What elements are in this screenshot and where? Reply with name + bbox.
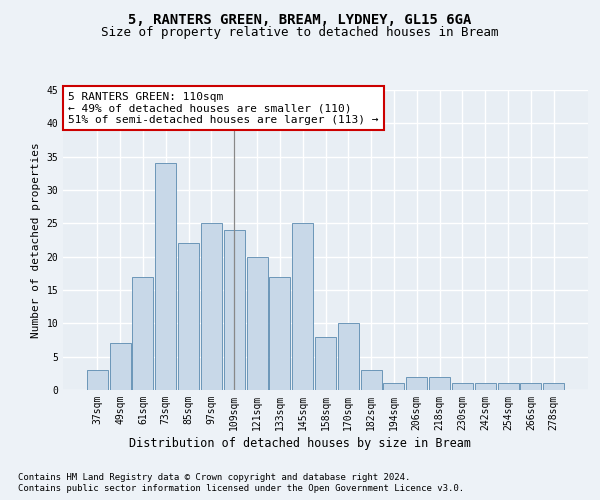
Bar [383, 384, 404, 390]
Text: Contains public sector information licensed under the Open Government Licence v3: Contains public sector information licen… [18, 484, 464, 493]
Text: Distribution of detached houses by size in Bream: Distribution of detached houses by size … [129, 438, 471, 450]
Bar [520, 384, 541, 390]
Text: Size of property relative to detached houses in Bream: Size of property relative to detached ho… [101, 26, 499, 39]
Bar [543, 384, 564, 390]
Text: 5 RANTERS GREEN: 110sqm
← 49% of detached houses are smaller (110)
51% of semi-d: 5 RANTERS GREEN: 110sqm ← 49% of detache… [68, 92, 379, 124]
Bar [406, 376, 427, 390]
Bar [452, 384, 473, 390]
Bar [247, 256, 268, 390]
Y-axis label: Number of detached properties: Number of detached properties [31, 142, 41, 338]
Bar [201, 224, 222, 390]
Bar [361, 370, 382, 390]
Bar [292, 224, 313, 390]
Bar [338, 324, 359, 390]
Text: Contains HM Land Registry data © Crown copyright and database right 2024.: Contains HM Land Registry data © Crown c… [18, 472, 410, 482]
Bar [315, 336, 336, 390]
Bar [429, 376, 450, 390]
Bar [475, 384, 496, 390]
Bar [87, 370, 108, 390]
Bar [497, 384, 518, 390]
Bar [110, 344, 131, 390]
Bar [155, 164, 176, 390]
Bar [133, 276, 154, 390]
Bar [178, 244, 199, 390]
Text: 5, RANTERS GREEN, BREAM, LYDNEY, GL15 6GA: 5, RANTERS GREEN, BREAM, LYDNEY, GL15 6G… [128, 12, 472, 26]
Bar [224, 230, 245, 390]
Bar [269, 276, 290, 390]
